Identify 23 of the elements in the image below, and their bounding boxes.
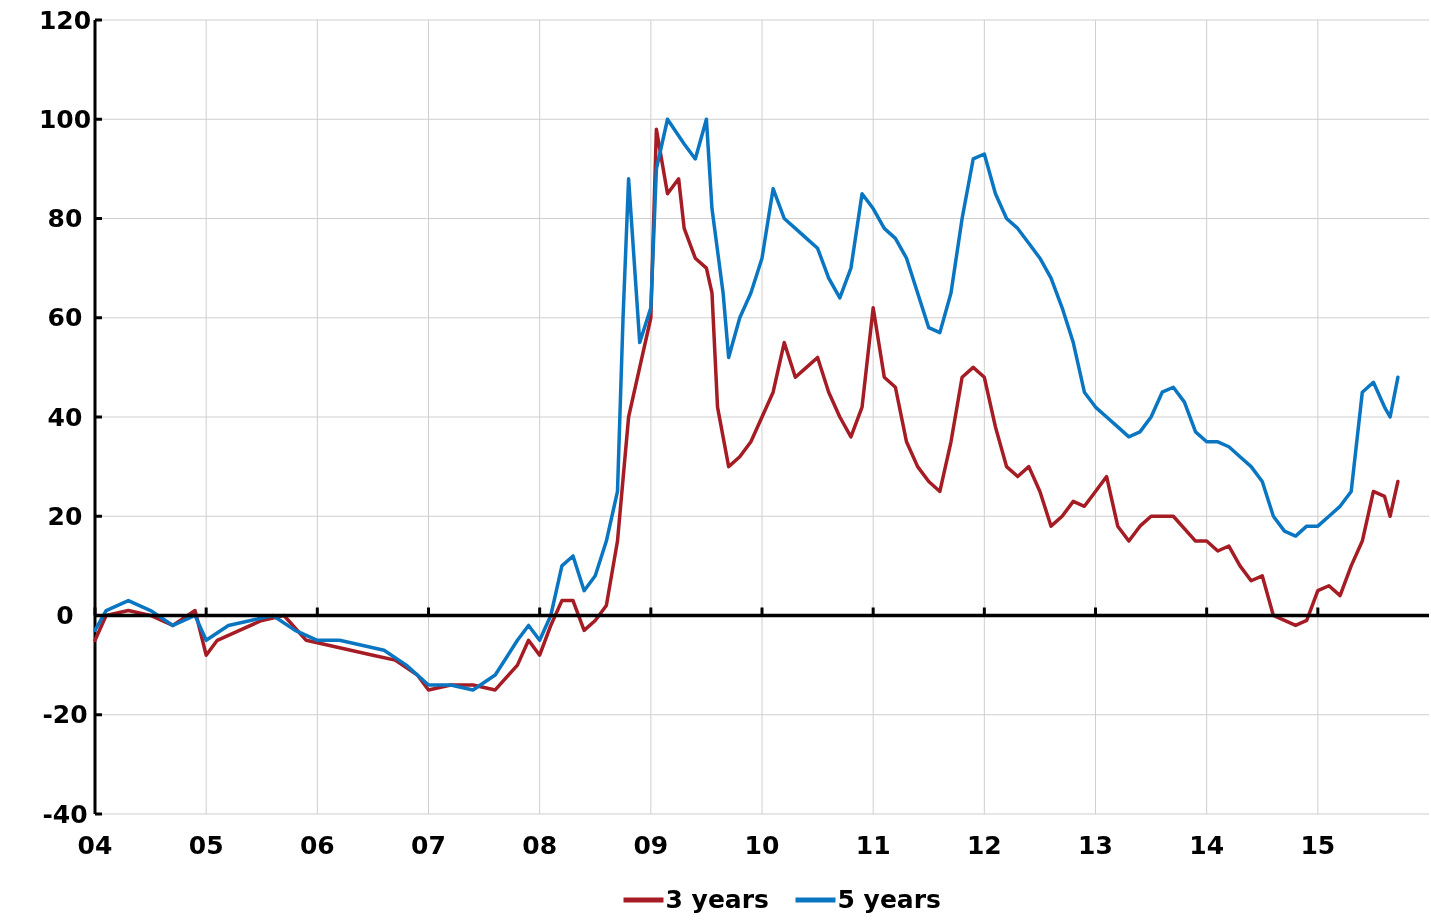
legend-label: 3 years <box>665 885 769 914</box>
legend-label: 5 years <box>837 885 941 914</box>
x-tick-label: 12 <box>966 831 1002 860</box>
y-tick-label: 0 <box>56 601 74 630</box>
y-tick-label: -20 <box>42 700 88 730</box>
x-tick-label: 08 <box>522 831 558 860</box>
x-tick-label: 15 <box>1300 831 1336 860</box>
x-tick-label: 05 <box>188 831 224 860</box>
y-tick-label: 40 <box>47 402 83 432</box>
x-tick-label: 06 <box>299 831 335 860</box>
y-tick-label: 120 <box>38 5 92 35</box>
x-tick-label: 13 <box>1078 831 1113 860</box>
x-tick-label: 14 <box>1189 831 1225 860</box>
x-tick-label: 09 <box>633 831 669 860</box>
y-tick-label: 20 <box>47 501 83 531</box>
x-tick-label: 04 <box>77 831 113 860</box>
y-tick-label: -40 <box>42 799 88 829</box>
x-tick-label: 11 <box>855 831 891 860</box>
y-tick-label: 100 <box>38 104 92 134</box>
x-tick-label: 10 <box>744 831 780 860</box>
y-tick-label: 60 <box>47 303 83 333</box>
x-tick-label: 07 <box>411 831 446 860</box>
y-tick-label: 80 <box>47 204 83 233</box>
